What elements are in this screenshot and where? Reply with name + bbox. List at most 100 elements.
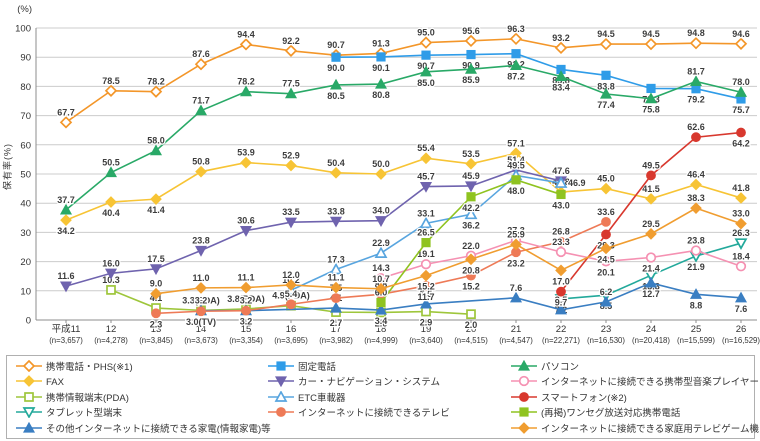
svg-text:(n=22,271): (n=22,271) <box>542 336 580 345</box>
y-tick-labels: 0 10 20 30 40 50 60 70 80 90 100 (%) <box>15 4 32 327</box>
svg-text:(n=3,657): (n=3,657) <box>49 336 83 345</box>
svg-text:15.2: 15.2 <box>417 282 435 292</box>
legend-item-label: (再掲)ワンセグ放送対応携帯電話 <box>541 408 681 420</box>
svg-text:33.0: 33.0 <box>732 209 750 219</box>
tablet-legend-marker-icon <box>16 407 42 419</box>
series-keitai-phs: 67.7 78.5 78.2 87.6 94.4 92.2 90.7 91.3 95.0 95.6… <box>56 23 751 129</box>
svg-text:34.2: 34.2 <box>57 226 75 236</box>
legend-item-label: インターネットに接続できる家庭用テレビゲーム機 <box>541 423 760 435</box>
svg-text:19.1: 19.1 <box>417 249 435 259</box>
legend-item-net-tv: インターネットに接続できるテレビ <box>267 406 450 421</box>
svg-text:3.2: 3.2 <box>195 296 208 306</box>
svg-text:23.2: 23.2 <box>507 258 525 268</box>
svg-text:18: 18 <box>376 324 387 335</box>
legend-item-oneseg-mobile: (再掲)ワンセグ放送対応携帯電話 <box>510 406 759 421</box>
legend-item-label: スマートフォン(※2) <box>541 392 627 404</box>
svg-text:50.5: 50.5 <box>102 158 120 168</box>
svg-text:19: 19 <box>421 324 432 335</box>
svg-text:5.4: 5.4 <box>285 289 298 299</box>
svg-text:52.9: 52.9 <box>282 151 300 161</box>
svg-text:49.5: 49.5 <box>507 160 525 170</box>
svg-text:95.0: 95.0 <box>417 28 435 38</box>
legend-item-label: 固定電話 <box>298 362 337 373</box>
series-smartphone: 9.729.349.562.664.2 <box>553 121 751 309</box>
svg-text:14: 14 <box>196 324 207 335</box>
series-fax: 34.2 40.4 41.4 50.8 53.9 52.9 50.4 50.0 55.4 53.5… <box>56 137 751 237</box>
legend-item-fax: FAX <box>15 375 271 390</box>
svg-text:49.5: 49.5 <box>642 160 660 170</box>
svg-text:94.4: 94.4 <box>237 29 255 39</box>
svg-text:94.5: 94.5 <box>597 29 615 39</box>
svg-text:4.9(PDA): 4.9(PDA) <box>272 291 310 301</box>
svg-text:33.1: 33.1 <box>417 208 435 218</box>
svg-text:2.3: 2.3 <box>150 319 163 329</box>
svg-text:25.9: 25.9 <box>507 229 525 239</box>
svg-text:12: 12 <box>106 324 117 335</box>
svg-text:78.2: 78.2 <box>147 77 165 87</box>
svg-text:10: 10 <box>20 286 31 297</box>
svg-text:5.5: 5.5 <box>420 289 433 299</box>
svg-text:30.6: 30.6 <box>237 216 255 226</box>
legend-item-label: その他インターネットに接続できる家電(情報家電)等 <box>46 423 271 435</box>
svg-text:27.3: 27.3 <box>507 225 525 235</box>
svg-text:50.4: 50.4 <box>327 158 345 168</box>
svg-text:25: 25 <box>691 324 702 335</box>
legend-item-car-navigation: カー・ナビゲーション・システム <box>267 375 450 390</box>
series-kotei-denwa: 90.090.190.790.991.285.883.879.379.275.7 <box>326 49 751 116</box>
svg-text:(n=4,278): (n=4,278) <box>94 336 128 345</box>
pda-legend-marker-icon <box>16 391 42 402</box>
legend-item-pc: パソコン <box>510 359 759 375</box>
svg-text:41.8: 41.8 <box>732 183 750 193</box>
svg-text:3.3(PDA): 3.3(PDA) <box>182 295 220 305</box>
svg-text:92.2: 92.2 <box>282 36 300 46</box>
svg-text:46.4: 46.4 <box>687 170 705 180</box>
svg-text:12.7: 12.7 <box>642 289 660 299</box>
svg-text:45.0: 45.0 <box>597 174 615 184</box>
svg-text:7.6: 7.6 <box>735 304 748 314</box>
svg-text:10.7: 10.7 <box>372 274 390 284</box>
svg-text:41.5: 41.5 <box>642 184 660 194</box>
legend-item-label: インターネットに接続できる携帯型音楽プレイヤー <box>541 377 760 389</box>
svg-text:90.1: 90.1 <box>372 63 390 73</box>
svg-text:60: 60 <box>20 140 31 151</box>
svg-text:37.7: 37.7 <box>57 195 75 205</box>
legend-item-kotei-denwa: 固定電話 <box>267 360 450 375</box>
legend-column-0: 携帯電話・PHS(※1) FAX 携帯情報端末(PDA) タブレット型端末 その他インタ… <box>15 359 271 437</box>
svg-text:87.6: 87.6 <box>192 49 210 59</box>
svg-text:(n=4,547): (n=4,547) <box>499 336 533 345</box>
svg-text:2.7: 2.7 <box>330 318 343 328</box>
svg-text:15: 15 <box>241 324 252 335</box>
svg-text:96.3: 96.3 <box>507 24 525 34</box>
svg-text:7.6: 7.6 <box>510 283 523 293</box>
series-game-console: 9.0 11.0 11.1 12.0 11.1 10.7 15.2 20.8 25.9 17.0 2… <box>148 192 751 300</box>
svg-text:47.6: 47.6 <box>552 166 570 176</box>
svg-text:3.2: 3.2 <box>240 296 253 306</box>
svg-text:48.0: 48.0 <box>507 186 525 196</box>
legend-item-smartphone: スマートフォン(※2) <box>510 391 759 406</box>
svg-text:(n=3,982): (n=3,982) <box>319 336 353 345</box>
svg-text:(n=16,529): (n=16,529) <box>722 336 760 345</box>
music-player-legend-marker-icon <box>511 376 537 387</box>
kotei-denwa-legend-marker-icon <box>268 361 294 371</box>
svg-text:12.0: 12.0 <box>282 270 300 280</box>
etc-device-legend-marker-icon <box>268 390 294 402</box>
svg-text:11.6: 11.6 <box>57 271 74 281</box>
svg-text:30: 30 <box>20 228 31 239</box>
svg-text:(n=16,530): (n=16,530) <box>587 336 625 345</box>
svg-text:2.0: 2.0 <box>465 320 478 330</box>
svg-text:(%): (%) <box>17 4 32 15</box>
series-pc: 37.7 50.5 58.0 71.7 78.2 77.5 80.5 80.8 85.0 85.9… <box>56 59 751 215</box>
svg-text:24: 24 <box>646 324 657 335</box>
svg-text:75.7: 75.7 <box>732 105 750 115</box>
svg-text:80: 80 <box>20 82 31 93</box>
svg-text:43.0: 43.0 <box>552 200 570 210</box>
svg-text:55.4: 55.4 <box>417 143 435 153</box>
svg-text:58.0: 58.0 <box>147 136 165 146</box>
legend-item-label: カー・ナビゲーション・システム <box>298 377 441 389</box>
svg-text:94.8: 94.8 <box>687 28 705 38</box>
svg-text:平成11: 平成11 <box>52 323 81 335</box>
svg-text:20: 20 <box>20 257 31 268</box>
net-tv-legend-marker-icon <box>268 407 294 418</box>
svg-text:26.8: 26.8 <box>552 227 570 237</box>
